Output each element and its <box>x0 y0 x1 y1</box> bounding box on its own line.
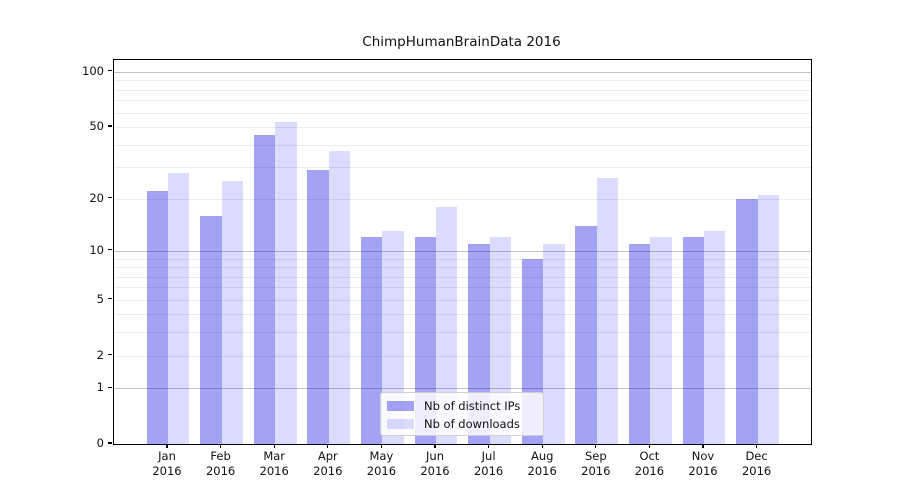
bar-downloads-mar <box>275 122 297 444</box>
bar-downloads-jun <box>436 206 458 444</box>
gridline-minor <box>114 167 811 169</box>
x-tick-label: Aug 2016 <box>527 449 557 478</box>
gridline-minor <box>114 144 811 146</box>
bar-downloads-nov <box>704 231 726 444</box>
bar-downloads-oct <box>650 237 672 444</box>
y-tick-mark <box>108 354 112 356</box>
x-tick-label: Dec 2016 <box>741 449 772 478</box>
y-tick-mark <box>108 70 112 72</box>
y-tick-label: 5 <box>96 291 104 306</box>
x-tick-label: Nov 2016 <box>688 449 718 478</box>
y-tick-mark <box>108 249 112 251</box>
legend-swatch-distinct-ips <box>387 401 414 411</box>
bar-downloads-aug <box>543 243 565 444</box>
gridline-minor <box>114 332 811 334</box>
x-tick-mark <box>380 444 382 449</box>
y-tick-label: 20 <box>89 190 104 205</box>
y-tick-mark <box>108 386 112 388</box>
y-tick-label: 2 <box>96 347 104 362</box>
legend-entry-downloads: Nb of downloads <box>387 415 537 433</box>
bar-distinct-ips-apr <box>307 169 329 444</box>
x-tick-mark <box>541 444 543 449</box>
bar-distinct-ips-jan <box>146 191 168 444</box>
gridline-minor <box>114 258 811 260</box>
x-tick-label: May 2016 <box>366 449 397 478</box>
x-tick-mark <box>273 444 275 449</box>
gridline-minor <box>114 287 811 289</box>
x-tick-mark <box>702 444 704 449</box>
y-tick-label: 100 <box>82 63 104 78</box>
gridline-minor <box>114 355 811 357</box>
x-tick-mark <box>595 444 597 449</box>
legend-label-downloads: Nb of downloads <box>424 417 520 431</box>
legend: Nb of distinct IPs Nb of downloads <box>380 392 544 436</box>
plot-area <box>113 59 812 445</box>
bar-distinct-ips-oct <box>629 243 651 444</box>
x-tick-label: Jan 2016 <box>152 449 182 478</box>
x-tick-label: Jun 2016 <box>420 449 450 478</box>
gridline-minor <box>114 314 811 316</box>
y-tick-mark <box>108 442 112 444</box>
x-tick-mark <box>756 444 758 449</box>
gridline-minor <box>114 276 811 278</box>
y-tick-mark <box>108 125 112 127</box>
chart-title: ChimpHumanBrainData 2016 <box>362 34 561 50</box>
y-tick-label: 50 <box>89 119 104 134</box>
x-tick-label: Apr 2016 <box>313 449 343 478</box>
bar-downloads-dec <box>757 194 779 444</box>
x-tick-mark <box>488 444 490 449</box>
bar-distinct-ips-sep <box>575 225 597 444</box>
bar-distinct-ips-mar <box>253 135 276 444</box>
y-tick-label: 0 <box>96 436 104 450</box>
bar-distinct-ips-may <box>361 237 383 444</box>
x-tick-mark <box>648 444 650 449</box>
y-tick-label: 10 <box>89 242 104 257</box>
x-tick-mark <box>166 444 168 449</box>
gridline-minor <box>114 127 811 129</box>
gridline-major <box>114 388 811 390</box>
y-tick-mark <box>108 197 112 199</box>
y-tick-mark <box>108 298 112 300</box>
gridline-major <box>114 71 811 73</box>
gridline-minor <box>114 89 811 91</box>
bar-distinct-ips-feb <box>200 215 222 444</box>
x-tick-label: Oct 2016 <box>634 449 665 478</box>
x-tick-label: Sep 2016 <box>581 449 611 478</box>
legend-label-distinct-ips: Nb of distinct IPs <box>424 399 521 413</box>
gridline-minor <box>114 198 811 200</box>
gridline-minor <box>114 80 811 82</box>
legend-entry-distinct-ips: Nb of distinct IPs <box>387 397 537 415</box>
bar-distinct-ips-dec <box>736 198 758 444</box>
bar-downloads-feb <box>221 181 243 444</box>
x-tick-mark <box>434 444 436 449</box>
gridline-minor <box>114 299 811 301</box>
bar-downloads-jan <box>168 172 190 444</box>
bar-distinct-ips-nov <box>682 237 704 444</box>
x-tick-mark <box>220 444 222 449</box>
x-tick-mark <box>327 444 329 449</box>
bar-downloads-apr <box>328 150 351 444</box>
gridline-minor <box>114 112 811 114</box>
x-tick-label: Mar 2016 <box>259 449 289 478</box>
bar-downloads-sep <box>596 178 619 444</box>
x-tick-label: Feb 2016 <box>205 449 236 478</box>
gridline-major <box>114 250 811 252</box>
legend-swatch-downloads <box>387 419 414 429</box>
y-tick-label: 1 <box>96 380 104 395</box>
bar-downloads-may <box>382 231 404 444</box>
gridline-minor <box>114 267 811 268</box>
gridline-minor <box>114 100 811 102</box>
x-tick-label: Jul 2016 <box>473 449 504 478</box>
